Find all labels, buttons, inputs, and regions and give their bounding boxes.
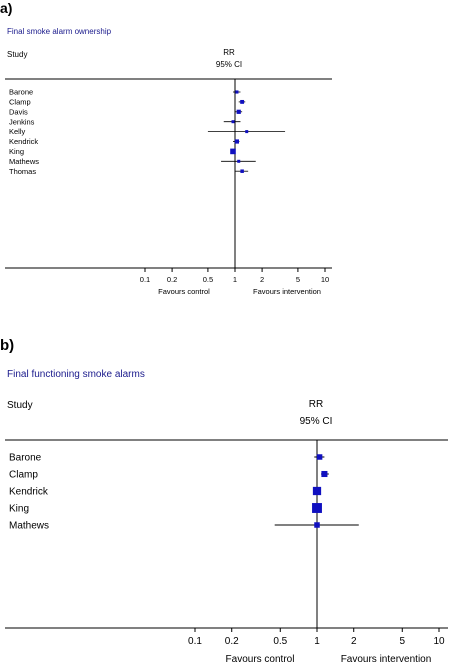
study-name: Kelly [9, 127, 26, 136]
ci-header: 95% CI [216, 60, 242, 69]
x-tick-label: 0.1 [188, 636, 202, 647]
favours-control-label: Favours control [158, 287, 210, 296]
study-name: Davis [9, 107, 28, 116]
point-estimate-marker [321, 470, 328, 478]
point-estimate-marker [231, 120, 235, 124]
x-tick-label: 5 [296, 275, 300, 284]
study-name: Clamp [9, 470, 38, 481]
x-tick-label: 5 [399, 636, 405, 647]
study-column-header: Study [7, 50, 27, 59]
effect-header: RR [309, 399, 323, 410]
x-tick-label: 0.5 [273, 636, 287, 647]
point-estimate-marker [245, 130, 249, 134]
study-name: Mathews [9, 157, 39, 166]
study-name: King [9, 147, 24, 156]
study-name: Thomas [9, 167, 36, 176]
favours-intervention-label: Favours intervention [253, 287, 321, 296]
study-name: Kendrick [9, 137, 38, 146]
study-name: King [9, 504, 29, 515]
study-name: Barone [9, 88, 33, 97]
point-estimate-marker [240, 169, 244, 173]
x-tick-label: 2 [351, 636, 357, 647]
study-column-header: Study [7, 400, 33, 411]
x-tick-label: 0.2 [225, 636, 239, 647]
chart-title: Final functioning smoke alarms [7, 369, 145, 380]
chart-title: Final smoke alarm ownership [7, 27, 112, 36]
point-estimate-marker [235, 90, 239, 94]
panel-label: b) [0, 337, 14, 354]
point-estimate-marker [316, 454, 323, 460]
point-estimate-marker [236, 109, 241, 114]
point-estimate-marker [237, 159, 241, 163]
point-estimate-marker [240, 99, 245, 104]
x-tick-label: 1 [314, 636, 320, 647]
favours-control-label: Favours control [226, 654, 295, 665]
point-estimate-marker [234, 139, 240, 144]
x-tick-label: 2 [260, 275, 264, 284]
study-name: Kendrick [9, 487, 49, 498]
favours-intervention-label: Favours intervention [341, 654, 432, 665]
study-name: Clamp [9, 98, 31, 107]
point-estimate-marker [230, 148, 236, 155]
point-estimate-marker [312, 503, 322, 513]
x-tick-label: 10 [321, 275, 329, 284]
x-tick-label: 0.2 [167, 275, 177, 284]
panel-label: a) [0, 0, 12, 16]
point-estimate-marker [312, 486, 322, 496]
x-tick-label: 10 [433, 636, 445, 647]
ci-header: 95% CI [300, 416, 333, 427]
study-name: Barone [9, 453, 42, 464]
effect-header: RR [223, 48, 235, 57]
study-name: Jenkins [9, 117, 35, 126]
x-tick-label: 0.1 [140, 275, 150, 284]
point-estimate-marker [314, 522, 320, 528]
x-tick-label: 1 [233, 275, 237, 284]
study-name: Mathews [9, 521, 49, 532]
x-tick-label: 0.5 [203, 275, 213, 284]
